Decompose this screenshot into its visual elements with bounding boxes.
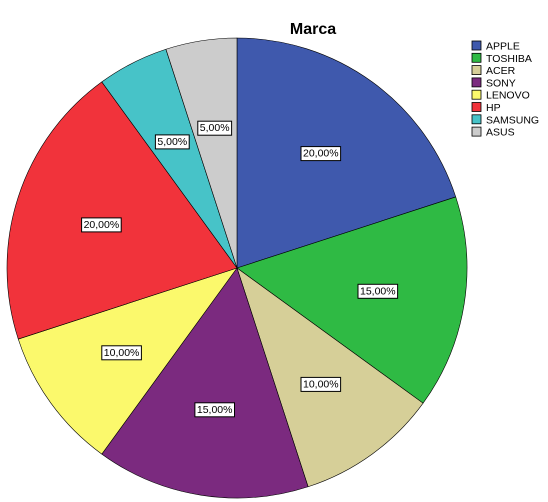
legend-swatch bbox=[471, 65, 482, 75]
data-label-text: 20,00% bbox=[303, 148, 339, 160]
legend-label: LENOVO bbox=[486, 90, 530, 102]
legend-swatch bbox=[471, 126, 482, 137]
legend-label: ACER bbox=[486, 65, 516, 77]
data-label-box bbox=[101, 345, 142, 361]
data-label-samsung: 5,00% bbox=[154, 134, 190, 150]
data-label-toshiba: 15,00% bbox=[357, 283, 399, 299]
data-label-text: 15,00% bbox=[197, 404, 233, 416]
legend-swatch bbox=[471, 77, 482, 88]
data-label-box bbox=[197, 120, 233, 136]
legend-item-apple: APPLE bbox=[471, 40, 520, 53]
legend-label: SONY bbox=[486, 77, 516, 89]
pie-slice-apple bbox=[236, 37, 457, 269]
pie-slice-asus bbox=[165, 37, 238, 269]
pie-slices bbox=[6, 37, 468, 499]
data-label-sony: 15,00% bbox=[194, 402, 235, 418]
pie-slice-lenovo bbox=[17, 267, 238, 455]
legend-label: HP bbox=[486, 102, 501, 114]
legend-item-lenovo: LENOVO bbox=[471, 89, 530, 102]
legend-label: APPLE bbox=[486, 41, 520, 53]
pie-slice-hp bbox=[6, 81, 238, 340]
data-label-apple: 20,00% bbox=[300, 146, 342, 162]
data-label-hp: 20,00% bbox=[81, 217, 122, 233]
legend-item-acer: ACER bbox=[471, 65, 516, 77]
data-label-text: 15,00% bbox=[360, 285, 396, 297]
data-label-box bbox=[300, 376, 342, 392]
legend-swatch bbox=[471, 114, 482, 125]
legend-label: ASUS bbox=[486, 127, 515, 139]
data-label-box bbox=[81, 217, 122, 233]
data-label-box bbox=[357, 283, 399, 299]
legend-item-hp: HP bbox=[471, 102, 501, 114]
data-label-box bbox=[194, 402, 235, 418]
pie-slice-toshiba bbox=[236, 196, 468, 404]
data-label-text: 10,00% bbox=[104, 347, 140, 359]
data-label-acer: 10,00% bbox=[300, 376, 342, 392]
legend-item-toshiba: TOSHIBA bbox=[471, 52, 532, 65]
legend-item-asus: ASUS bbox=[471, 126, 515, 139]
legend-item-sony: SONY bbox=[471, 77, 516, 89]
legend-label: TOSHIBA bbox=[486, 53, 532, 65]
data-label-text: 20,00% bbox=[84, 219, 120, 231]
data-label-text: 5,00% bbox=[157, 136, 187, 148]
legend-swatch bbox=[471, 52, 482, 63]
legend-item-samsung: SAMSUNG bbox=[471, 114, 539, 126]
data-labels: 20,00% 15,00% 10,00% 15,00% 10,00% 20,00% 5,00… bbox=[81, 120, 399, 418]
data-label-box bbox=[154, 134, 190, 150]
data-label-text: 5,00% bbox=[200, 122, 230, 134]
legend-swatch bbox=[471, 40, 482, 51]
legend-swatch bbox=[471, 89, 482, 100]
pie-slice-sony bbox=[101, 267, 309, 499]
data-label-box bbox=[300, 146, 342, 162]
data-label-asus: 5,00% bbox=[197, 120, 233, 136]
legend-swatch bbox=[471, 102, 482, 112]
legend-label: SAMSUNG bbox=[486, 114, 539, 126]
chart-title: Marca bbox=[290, 21, 336, 38]
data-label-text: 10,00% bbox=[303, 378, 339, 390]
data-label-lenovo: 10,00% bbox=[101, 345, 142, 361]
